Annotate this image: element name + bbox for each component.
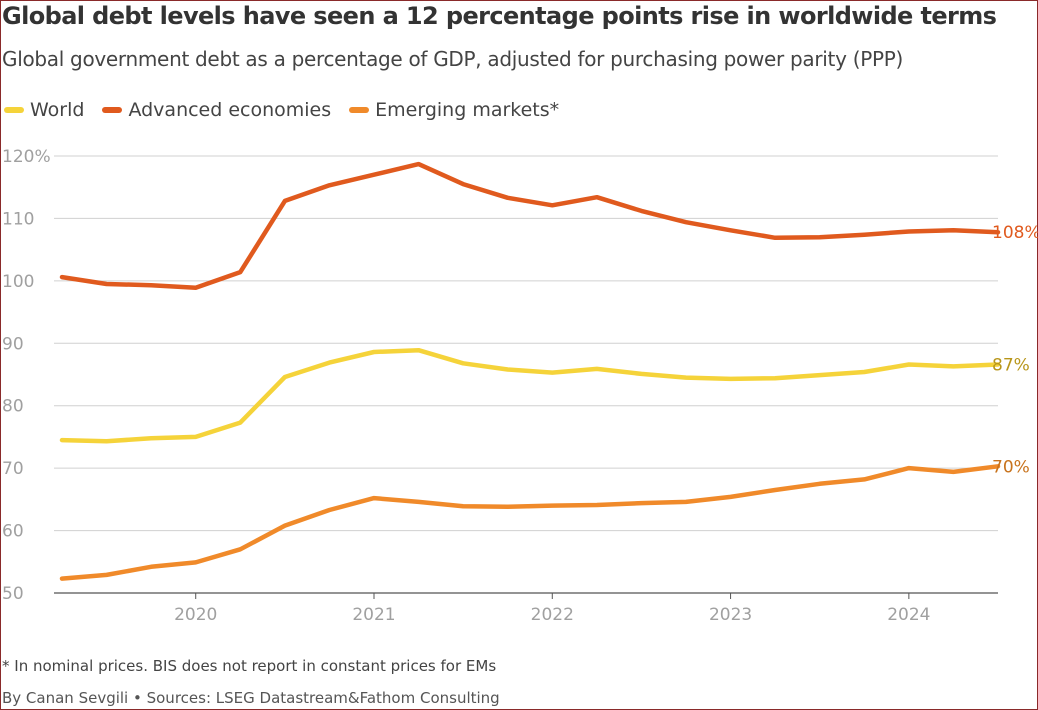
footnote: * In nominal prices. BIS does not report… xyxy=(2,657,497,675)
legend-swatch-world xyxy=(4,107,24,113)
y-tick-label-70: 70 xyxy=(2,459,24,479)
end-label-world: 87% xyxy=(992,356,1030,376)
legend-swatch-emerging-markets xyxy=(349,107,370,113)
y-tick-label-80: 80 xyxy=(2,397,24,417)
end-labels: 108% 87% 70% xyxy=(992,223,1038,477)
y-axis-ticks: 120% 110 100 90 80 70 60 50 xyxy=(2,147,51,604)
gridlines xyxy=(54,155,998,594)
legend-swatch-advanced-economies xyxy=(102,107,123,113)
chart-legend: World Advanced economies Emerging market… xyxy=(4,99,559,121)
y-tick-label-90: 90 xyxy=(2,334,24,354)
series-line-world xyxy=(59,347,1001,444)
x-tick-label-2021: 2021 xyxy=(352,605,395,625)
chart-subtitle: Global government debt as a percentage o… xyxy=(2,47,903,71)
legend-label-advanced-economies: Advanced economies xyxy=(128,99,332,121)
series-lines xyxy=(59,161,1001,581)
y-tick-label-100: 100 xyxy=(2,272,34,292)
y-tick-label-50: 50 xyxy=(2,584,24,604)
x-tick-label-2024: 2024 xyxy=(887,605,930,625)
series-line-advanced-economies xyxy=(59,161,1001,290)
x-axis-ticks: 2020 2021 2022 2023 2024 xyxy=(174,593,930,625)
legend-label-world: World xyxy=(30,99,85,121)
y-tick-label-110: 110 xyxy=(2,209,34,229)
source-credit: By Canan Sevgili • Sources: LSEG Datastr… xyxy=(2,689,500,707)
end-label-advanced-economies: 108% xyxy=(992,223,1038,243)
x-tick-label-2020: 2020 xyxy=(174,605,217,625)
legend-item-world: World xyxy=(4,99,84,121)
y-tick-label-120: 120% xyxy=(2,147,51,167)
legend-label-emerging-markets: Emerging markets* xyxy=(375,99,560,121)
x-tick-label-2023: 2023 xyxy=(709,605,752,625)
legend-item-advanced-economies: Advanced economies xyxy=(102,99,331,121)
chart-title: Global debt levels have seen a 12 percen… xyxy=(2,2,997,30)
series-line-emerging-markets xyxy=(59,464,1001,581)
end-label-emerging-markets: 70% xyxy=(992,457,1030,477)
legend-item-emerging-markets: Emerging markets* xyxy=(349,99,559,121)
x-tick-label-2022: 2022 xyxy=(531,605,574,625)
y-tick-label-60: 60 xyxy=(2,522,24,542)
